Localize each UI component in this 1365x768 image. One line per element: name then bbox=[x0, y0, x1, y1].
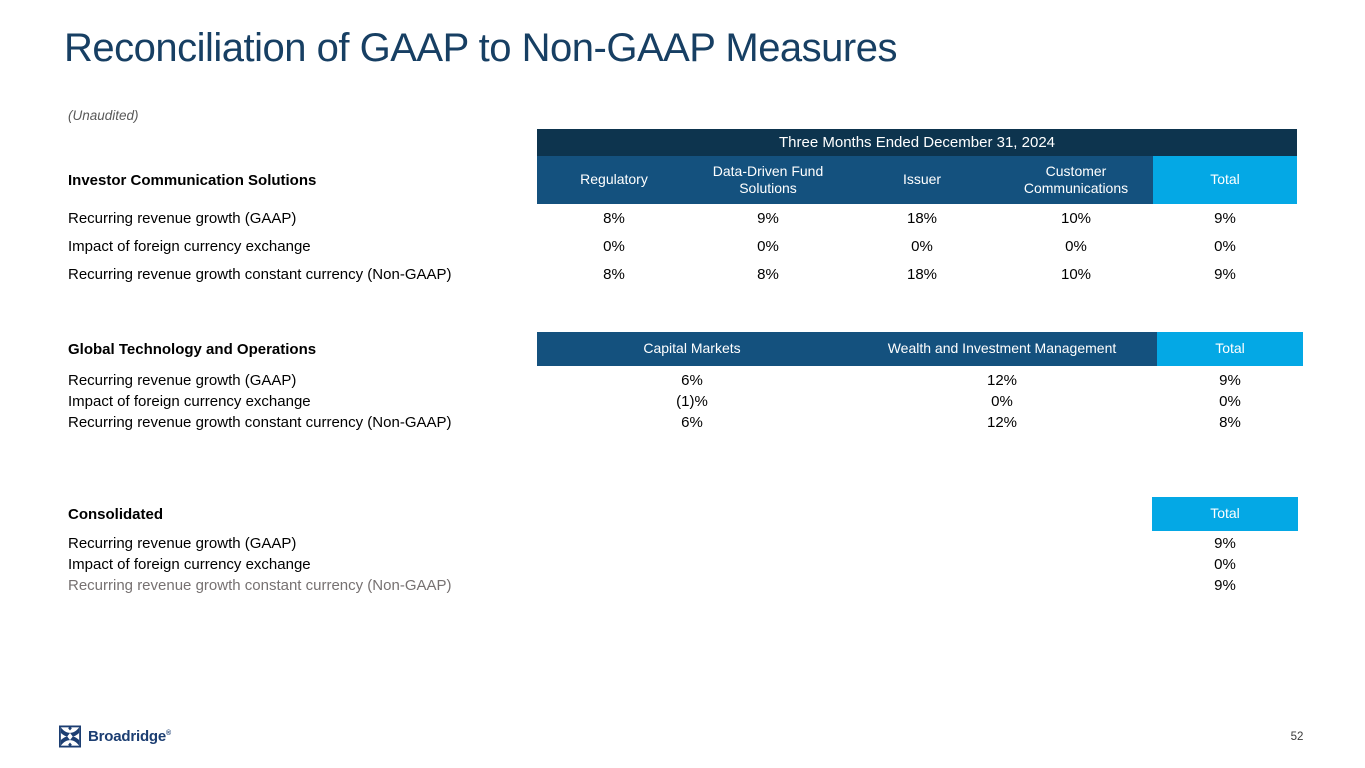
column-header-row: Global Technology and Operations Capital… bbox=[68, 332, 1303, 366]
table-row: Impact of foreign currency exchange (1)%… bbox=[68, 391, 1303, 412]
value-cell: 10% bbox=[1060, 209, 1092, 227]
row-label: Recurring revenue growth constant curren… bbox=[68, 265, 452, 283]
row-label: Recurring revenue growth (GAAP) bbox=[68, 209, 297, 227]
column-header-customer-communications: Customer Communications bbox=[999, 156, 1153, 204]
value-cell: (1)% bbox=[676, 393, 708, 410]
row-label: Recurring revenue growth constant curren… bbox=[68, 414, 452, 431]
row-label: Recurring revenue growth constant curren… bbox=[68, 577, 452, 594]
value-cell-total: 9% bbox=[1214, 209, 1236, 227]
broadridge-logo: Broadridge® bbox=[59, 725, 171, 748]
value-cell: 12% bbox=[986, 372, 1018, 389]
table-row: Recurring revenue growth (GAAP) 8% 9% 18… bbox=[68, 204, 1297, 232]
broadridge-logo-icon bbox=[59, 725, 81, 748]
value-cell: 0% bbox=[991, 393, 1013, 410]
table-investor-communication-solutions: Three Months Ended December 31, 2024 Inv… bbox=[68, 129, 1297, 288]
value-cell: 10% bbox=[1060, 265, 1092, 283]
registered-mark: ® bbox=[166, 730, 171, 737]
column-header-row: Investor Communication Solutions Regulat… bbox=[68, 156, 1297, 204]
table-row: Recurring revenue growth (GAAP) 6% 12% 9… bbox=[68, 370, 1303, 391]
column-header-total: Total bbox=[1152, 497, 1298, 531]
value-cell-total: 0% bbox=[1214, 556, 1236, 573]
value-cell-total: 0% bbox=[1214, 237, 1236, 255]
value-cell: 8% bbox=[603, 209, 625, 227]
row-label: Impact of foreign currency exchange bbox=[68, 237, 311, 255]
row-label: Recurring revenue growth (GAAP) bbox=[68, 372, 297, 389]
column-header-row: Consolidated Total bbox=[68, 497, 1298, 531]
value-cell-total: 9% bbox=[1214, 265, 1236, 283]
value-cell-total: 9% bbox=[1214, 535, 1236, 552]
column-header-total: Total bbox=[1157, 332, 1303, 366]
column-header-capital-markets: Capital Markets bbox=[537, 332, 847, 366]
row-label: Impact of foreign currency exchange bbox=[68, 556, 311, 573]
page-title: Reconciliation of GAAP to Non-GAAP Measu… bbox=[64, 26, 898, 70]
value-cell: 8% bbox=[603, 265, 625, 283]
page-number: 52 bbox=[1290, 731, 1304, 743]
value-cell: 0% bbox=[911, 237, 933, 255]
column-header-data-driven-fund-solutions: Data-Driven Fund Solutions bbox=[691, 156, 845, 204]
table-row: Recurring revenue growth constant curren… bbox=[68, 575, 1298, 596]
column-header-wealth-and-investment-management: Wealth and Investment Management bbox=[847, 332, 1157, 366]
table-row: Impact of foreign currency exchange 0% 0… bbox=[68, 232, 1297, 260]
table-global-technology-and-operations: Global Technology and Operations Capital… bbox=[68, 332, 1303, 433]
period-header: Three Months Ended December 31, 2024 bbox=[537, 129, 1297, 156]
column-header-issuer: Issuer bbox=[845, 156, 999, 204]
column-header-regulatory: Regulatory bbox=[537, 156, 691, 204]
table-consolidated: Consolidated Total Recurring revenue gro… bbox=[68, 497, 1298, 596]
value-cell: 9% bbox=[757, 209, 779, 227]
value-cell: 6% bbox=[681, 372, 703, 389]
unaudited-note: (Unaudited) bbox=[68, 108, 139, 123]
value-cell: 18% bbox=[906, 265, 938, 283]
broadridge-logo-text: Broadridge® bbox=[88, 728, 171, 745]
value-cell: 6% bbox=[681, 414, 703, 431]
column-header-total: Total bbox=[1153, 156, 1297, 204]
value-cell: 0% bbox=[757, 237, 779, 255]
value-cell: 0% bbox=[603, 237, 625, 255]
value-cell-total: 0% bbox=[1219, 393, 1241, 410]
row-label: Impact of foreign currency exchange bbox=[68, 393, 311, 410]
value-cell: 18% bbox=[906, 209, 938, 227]
value-cell-total: 8% bbox=[1219, 414, 1241, 431]
table-row: Impact of foreign currency exchange 0% bbox=[68, 554, 1298, 575]
value-cell: 12% bbox=[986, 414, 1018, 431]
section-title: Investor Communication Solutions bbox=[68, 171, 317, 189]
table-row: Recurring revenue growth constant curren… bbox=[68, 412, 1303, 433]
table-row: Recurring revenue growth (GAAP) 9% bbox=[68, 533, 1298, 554]
table-row: Recurring revenue growth constant curren… bbox=[68, 260, 1297, 288]
section-title: Consolidated bbox=[68, 505, 164, 523]
value-cell: 0% bbox=[1065, 237, 1087, 255]
row-label: Recurring revenue growth (GAAP) bbox=[68, 535, 297, 552]
value-cell-total: 9% bbox=[1219, 372, 1241, 389]
value-cell-total: 9% bbox=[1214, 577, 1236, 594]
value-cell: 8% bbox=[757, 265, 779, 283]
section-title: Global Technology and Operations bbox=[68, 340, 317, 358]
period-header-row: Three Months Ended December 31, 2024 bbox=[68, 129, 1297, 156]
